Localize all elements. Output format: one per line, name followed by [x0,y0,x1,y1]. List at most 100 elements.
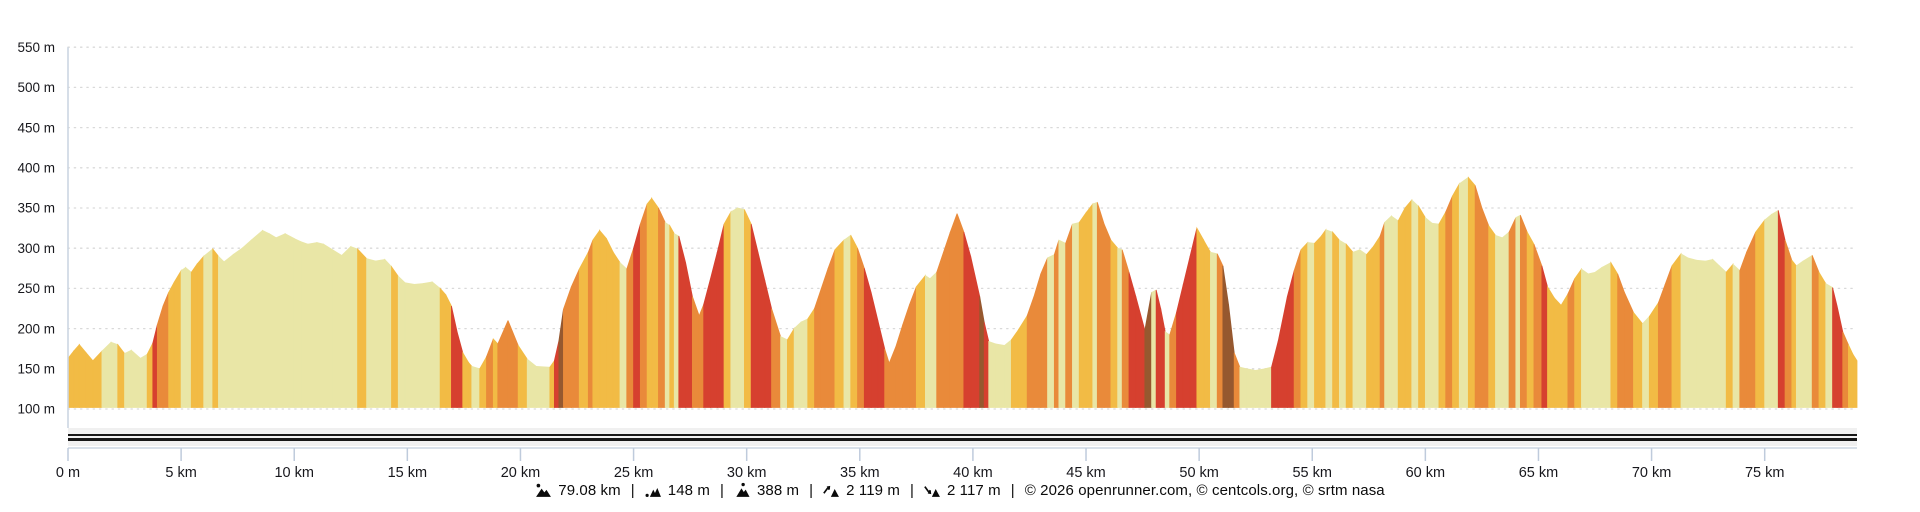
elevation-band [1216,253,1224,408]
copyright-text: © 2026 openrunner.com, © centcols.org, ©… [1024,482,1385,499]
elevation-band [626,248,634,408]
y-axis-label: 350 m [17,201,55,216]
elevation-band [807,307,815,408]
elevation-band [307,242,318,408]
elevation-band [168,281,175,408]
x-axis-label: 15 km [388,465,428,481]
stat-min-altitude-value: 148 m [667,482,710,499]
elevation-band [1255,368,1266,408]
elevation-band [451,306,458,408]
elevation-band [1300,241,1309,408]
elevation-band [232,247,243,408]
elevation-band [970,256,981,408]
elevation-band [1574,267,1582,408]
elevation-band [1239,366,1248,408]
elevation-band [1366,245,1374,408]
elevation-band [332,249,343,408]
y-axis-label: 450 m [17,120,55,135]
elevation-band [1687,257,1698,408]
elevation-band [1065,223,1073,408]
elevation-band [1264,366,1272,408]
elevation-band [1026,296,1035,408]
x-axis-label: 10 km [274,465,314,481]
stat-total-ascent: 2 119 m [823,482,900,499]
elevation-band [558,309,564,408]
elevation-band [1135,296,1146,408]
elevation-band [1610,261,1619,408]
elevation-band [983,322,990,408]
elevation-band [1325,229,1334,408]
elevation-band [1777,210,1786,408]
elevation-band [639,203,648,408]
elevation-band [1117,247,1123,408]
elevation-band [1818,270,1827,408]
elevation-band [1246,368,1257,408]
total-ascent-icon [823,485,840,497]
route-distance-icon [536,483,552,497]
elevation-band [1359,249,1367,408]
x-axis-label: 75 km [1745,465,1785,481]
elevation-band [526,358,537,408]
elevation-band [757,252,766,408]
elevation-band [1372,234,1381,408]
elevation-band [110,341,119,408]
elevation-band [1508,217,1517,408]
elevation-band [1501,231,1510,408]
separator: | [630,482,635,499]
elevation-band [827,249,836,408]
elevation-band [1182,256,1191,408]
elevation-band [190,263,198,408]
elevation-band [936,252,944,408]
elevation-band [1467,176,1476,408]
x-axis-label: 0 m [56,465,80,481]
road-surface-bar [68,428,1857,446]
elevation-band [357,247,368,408]
elevation-band [612,250,621,408]
road-line-bottom [68,438,1857,441]
elevation-band [73,343,80,408]
elevation-band [1004,339,1012,408]
elevation-band [1567,278,1576,408]
elevation-band [101,341,112,408]
elevation-band [1746,231,1757,408]
elevation-band [78,343,87,408]
elevation-band [979,296,985,408]
elevation-band [563,286,572,408]
elevation-band [814,288,822,408]
elevation-band [445,294,452,408]
elevation-band [375,258,386,408]
elevation-band [1842,331,1849,408]
elevation-band [633,223,641,408]
elevation-band [1271,340,1279,408]
max-altitude-icon [736,482,750,497]
elevation-band [1345,243,1354,408]
elevation-band [843,234,852,408]
elevation-band [341,245,352,408]
elevation-band [439,287,447,408]
elevation-band [1445,195,1453,408]
elevation-band [1164,331,1171,408]
elevation-band [902,304,910,408]
elevation-band [1696,259,1707,408]
elevation-band [1151,289,1157,408]
elevation-band [1474,185,1483,408]
elevation-band [1277,296,1288,408]
elevation-band [1802,254,1813,408]
elevation-band [915,274,926,408]
elevation-band [1085,202,1094,408]
elevation-band [750,223,759,408]
min-altitude-icon [645,487,661,497]
elevation-band [929,271,938,408]
elevation-band [988,340,996,408]
elevation-band [1160,308,1166,408]
elevation-band [1811,255,1820,408]
elevation-band [1047,253,1055,408]
elevation-band [203,248,214,408]
y-axis-label: 550 m [17,40,55,55]
elevation-band [678,236,686,408]
x-axis-label: 25 km [614,465,654,481]
elevation-band [507,320,519,408]
separator: | [909,482,914,499]
elevation-band [834,239,845,408]
